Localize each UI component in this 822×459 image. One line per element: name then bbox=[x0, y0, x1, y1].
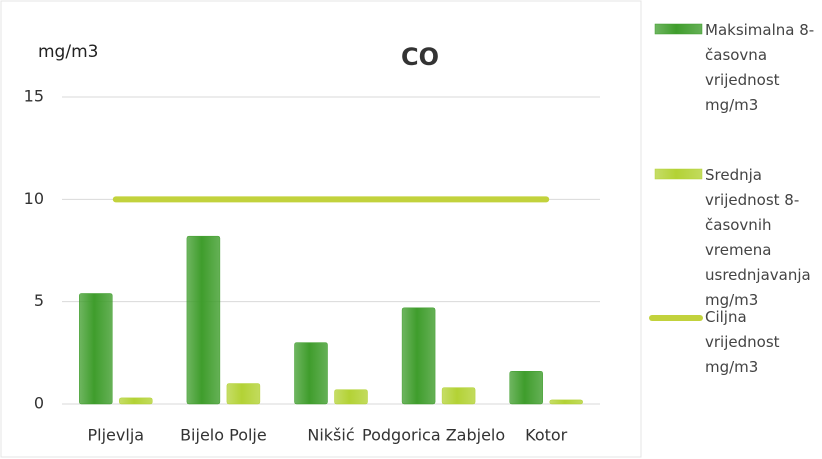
y-tick-label: 0 bbox=[34, 394, 44, 413]
legend-label: Maksimalna 8-časovna vrijednost mg/m3 bbox=[705, 21, 815, 114]
x-tick-label: Bijelo Polje bbox=[180, 426, 267, 445]
y-tick-label: 5 bbox=[34, 291, 44, 310]
legend-marker bbox=[654, 23, 703, 35]
bar bbox=[549, 399, 583, 405]
y-tick-label: 10 bbox=[24, 189, 44, 208]
bar bbox=[441, 387, 476, 405]
chart-title: CO bbox=[401, 43, 439, 71]
x-tick-label: Podgorica Zabjelo bbox=[362, 426, 505, 445]
bar bbox=[186, 235, 221, 405]
bar bbox=[119, 397, 153, 405]
bar bbox=[294, 342, 328, 405]
legend-label: Ciljna vrijednost mg/m3 bbox=[705, 308, 780, 376]
bar bbox=[401, 307, 436, 405]
bar bbox=[509, 371, 543, 405]
bar bbox=[334, 389, 368, 405]
bar bbox=[226, 383, 261, 405]
bar bbox=[79, 293, 113, 405]
x-tick-label: Kotor bbox=[525, 426, 568, 445]
legend-marker bbox=[654, 168, 703, 180]
y-axis-label: mg/m3 bbox=[38, 42, 98, 62]
chart-border bbox=[0, 0, 642, 458]
x-tick-label: Nikšić bbox=[307, 426, 354, 445]
legend-label: Srednja vrijednost 8-časovnih vremena us… bbox=[705, 166, 811, 309]
y-tick-label: 15 bbox=[24, 87, 44, 106]
x-tick-label: Pljevlja bbox=[88, 426, 145, 445]
